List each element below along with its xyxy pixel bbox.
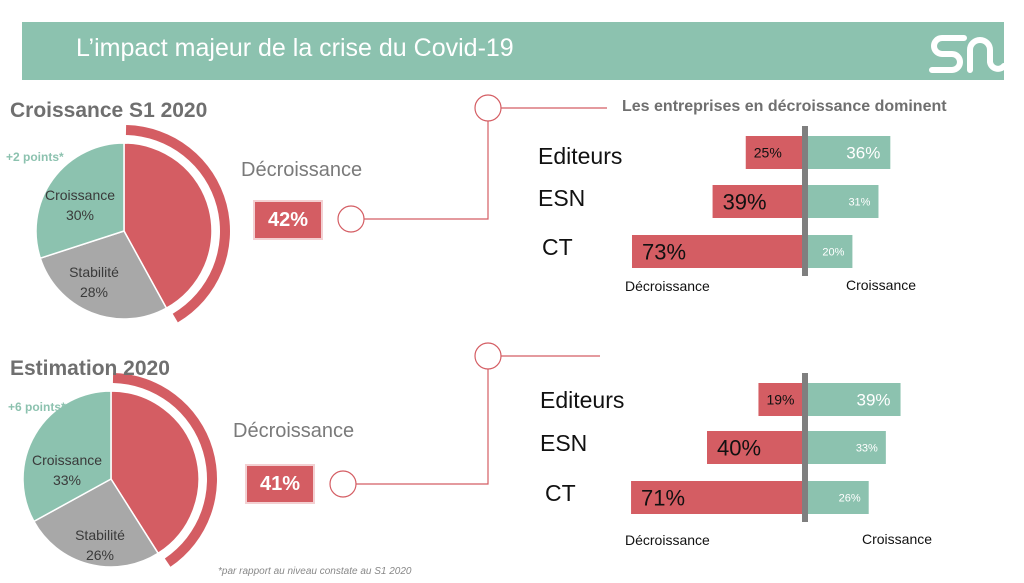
bar-label-croissance: 31%: [848, 197, 870, 209]
pie-label-value: 33%: [52, 472, 82, 488]
bar-label-decroissance: 71%: [641, 486, 685, 511]
bar-label-decroissance: 39%: [723, 190, 767, 215]
bars-heading: Les entreprises en décroissance dominent: [622, 98, 947, 115]
bar-divider: [802, 373, 808, 522]
pie-slice-croissance: [35, 142, 125, 260]
axis-label-croissance-s1: Croissance: [846, 277, 917, 293]
bar-label-croissance: 26%: [839, 493, 861, 505]
category-label-ct-estimation: CT: [545, 480, 576, 506]
pie-label-text: Croissance: [31, 452, 103, 468]
axis-label-decroissance-estimation: Décroissance: [625, 532, 710, 548]
pie-label-stabilite-estimation: Stabilité 26%: [58, 525, 142, 565]
bar-decroissance: [631, 481, 805, 514]
bar-decroissance: [758, 383, 805, 416]
category-label-editeurs-s1: Editeurs: [538, 143, 623, 169]
pie-label-value: 30%: [65, 207, 95, 223]
connector-2: [329, 342, 600, 498]
page-title: L’impact majeur de la crise du Covid-19: [76, 34, 514, 62]
footnote: *par rapport au niveau constate au S1 20…: [218, 566, 412, 577]
bar-decroissance: [631, 235, 805, 268]
pie-label-value: 28%: [79, 284, 109, 300]
decroissance-label-s1: Décroissance: [241, 159, 363, 181]
points-note-s1: +2 points*: [6, 150, 64, 164]
decroissance-value-s1: 42%: [255, 202, 321, 238]
pie-highlight-arc: [125, 125, 231, 323]
bar-divider: [802, 126, 808, 276]
connector-1: [337, 94, 607, 233]
bar-label-croissance: 36%: [846, 144, 880, 163]
pie-label-croissance-s1: Croissance 30%: [38, 185, 122, 225]
bar-decroissance: [707, 431, 805, 464]
category-label-editeurs-estimation: Editeurs: [540, 387, 625, 413]
points-note-estimation: +6 points*: [8, 400, 66, 414]
pie-label-text: Croissance: [44, 187, 116, 203]
pie-label-stabilite-s1: Stabilité 28%: [52, 262, 136, 302]
bar-croissance: [805, 431, 886, 464]
pie-highlight-arc: [112, 373, 217, 567]
bar-label-decroissance: 73%: [642, 240, 686, 265]
bar-croissance: [805, 136, 891, 169]
bar-decroissance: [745, 136, 805, 169]
decroissance-label-estimation: Décroissance: [233, 420, 355, 442]
pie-chart-s1: [35, 125, 231, 323]
category-label-ct-s1: CT: [542, 234, 573, 260]
pie-label-value: 26%: [85, 547, 115, 563]
bar-label-croissance: 33%: [856, 443, 878, 455]
bar-decroissance: [712, 185, 805, 218]
sn-logo-icon: [929, 35, 1007, 73]
bar-label-decroissance: 25%: [754, 145, 782, 161]
category-label-esn-s1: ESN: [538, 185, 586, 211]
header-banner: [22, 22, 1004, 80]
section-title-estimation: Estimation 2020: [10, 357, 170, 380]
section-title-s1: Croissance S1 2020: [10, 99, 208, 122]
pie-chart-estimation: [22, 373, 217, 568]
pie-slice-croissance: [22, 390, 112, 523]
bar-chart-s1: 25% 36% 39% 31% 73% 20%: [631, 126, 891, 276]
axis-label-croissance-estimation: Croissance: [862, 531, 933, 547]
bar-label-croissance: 20%: [822, 247, 844, 259]
bar-label-decroissance: 19%: [766, 392, 794, 408]
pie-slice-stabilite: [39, 230, 168, 320]
decroissance-value-estimation: 41%: [247, 466, 313, 502]
category-label-esn-estimation: ESN: [540, 430, 588, 456]
bar-croissance: [805, 481, 869, 514]
pie-slice-stabilite: [32, 478, 160, 568]
axis-label-decroissance-s1: Décroissance: [625, 278, 710, 294]
bar-label-croissance: 39%: [857, 391, 891, 410]
pie-label-croissance-estimation: Croissance 33%: [24, 450, 110, 490]
bar-croissance: [805, 235, 853, 268]
pie-label-text: Stabilité: [69, 264, 119, 280]
pie-label-text: Stabilité: [75, 527, 125, 543]
pie-slice-decroissance: [123, 142, 213, 310]
bar-chart-estimation: 19% 39% 40% 33% 71% 26%: [631, 373, 901, 522]
bar-croissance: [805, 383, 901, 416]
bar-croissance: [805, 185, 879, 218]
bar-label-decroissance: 40%: [717, 436, 761, 461]
